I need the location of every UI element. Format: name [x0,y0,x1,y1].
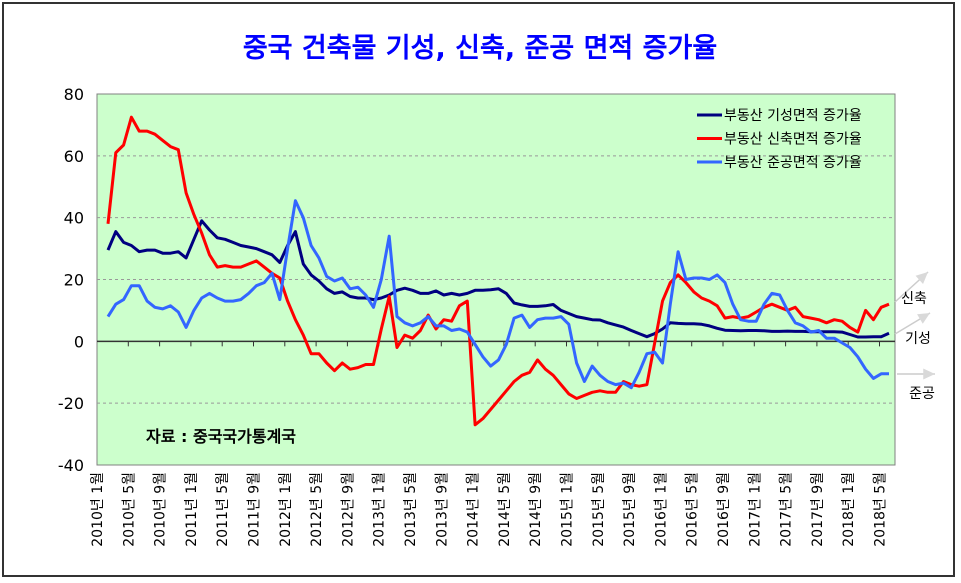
x-tick-label: 2018년 5월 [873,472,889,547]
x-tick-label: 2013년 9월 [434,472,450,547]
arrowhead-icon [917,313,930,324]
x-tick-label: 2015년 1월 [560,472,576,547]
x-tick-label: 2012년 1월 [278,472,294,547]
series-end-label: 기성 [905,331,931,347]
x-tick-label: 2016년 1월 [653,472,669,547]
x-tick-label: 2012년 5월 [309,472,325,547]
x-tick-label: 2017년 9월 [810,472,826,547]
x-tick-label: 2014년 5월 [497,472,513,547]
x-tick-label: 2017년 1월 [747,472,763,547]
x-tick-label: 2013년 5월 [403,472,419,547]
x-tick-label: 2016년 9월 [716,472,732,547]
chart-title: 중국 건축물 기성, 신축, 준공 면적 증가율 [243,33,717,64]
y-axis-tick-labels: 80 60 40 20 0 -20 -40 [58,85,84,475]
y-tick-label: -20 [58,394,84,413]
y-tick-label: 20 [64,271,84,290]
x-tick-label: 2014년 1월 [466,472,482,547]
series-line-기성 [106,219,890,339]
y-tick-label: 40 [64,209,84,228]
series-end-label: 신축 [901,291,927,307]
x-tick-label: 2011년 1월 [184,472,200,547]
gridlines [97,155,895,404]
x-axis-tick-labels: 2010년 1월 2010년 5월 2010년 9월 2011년 1월 2011년 5월… [90,472,889,547]
y-tick-label: 0 [74,332,84,351]
series-line-신축 [106,115,890,427]
x-tick-label: 2015년 9월 [622,472,638,547]
series-line-준공 [106,199,889,390]
y-tick-label: 60 [64,147,84,166]
y-tick-label: -40 [58,456,84,475]
y-tick-label: 80 [64,85,84,104]
legend-label: 부동산 기성면적 증가율 [724,108,862,124]
chart-frame [2,2,955,577]
series-lines [106,115,890,427]
arrowhead-icon [915,272,928,285]
series-end-label: 준공 [909,386,935,402]
x-tick-label: 2013년 1월 [372,472,388,547]
x-tick-label: 2011년 5월 [215,472,231,547]
legend-label: 부동산 신축면적 증가율 [724,132,862,148]
arrowhead-icon [923,368,935,380]
x-tick-label: 2011년 9월 [247,472,263,547]
x-tick-label: 2015년 5월 [591,472,607,547]
x-tick-label: 2012년 9월 [340,472,356,547]
x-tick-label: 2016년 5월 [685,472,701,547]
x-tick-label: 2010년 9월 [153,472,169,547]
x-tick-label: 2014년 9월 [528,472,544,547]
x-tick-label: 2010년 5월 [121,472,137,547]
x-tick-label: 2018년 1월 [841,472,857,547]
x-tick-label: 2010년 1월 [90,472,106,547]
legend-label: 부동산 준공면적 증가율 [724,155,862,171]
source-annotation: 자료 : 중국국가통계국 [146,427,296,446]
x-tick-label: 2017년 5월 [779,472,795,547]
